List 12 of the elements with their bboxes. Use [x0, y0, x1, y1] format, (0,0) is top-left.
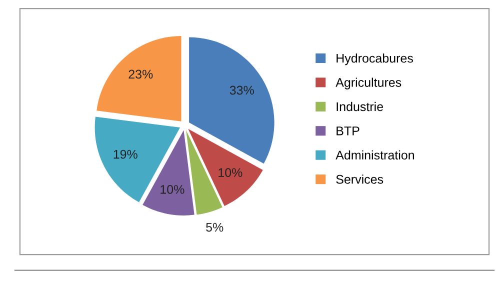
legend-label: Hydrocabures: [336, 53, 413, 66]
data-label: 10%: [218, 168, 242, 178]
data-label: 33%: [230, 86, 254, 95]
legend-label: Agricultures: [336, 78, 402, 90]
data-label: 10%: [160, 185, 184, 194]
legend-label: BTP: [336, 126, 360, 136]
data-label: 19%: [114, 150, 138, 159]
data-label: 23%: [128, 70, 153, 79]
legend-label: Services: [336, 174, 384, 184]
data-label: 5%: [206, 222, 224, 232]
legend-label: Industrie: [336, 102, 383, 112]
legend-label: Administration: [336, 150, 414, 160]
